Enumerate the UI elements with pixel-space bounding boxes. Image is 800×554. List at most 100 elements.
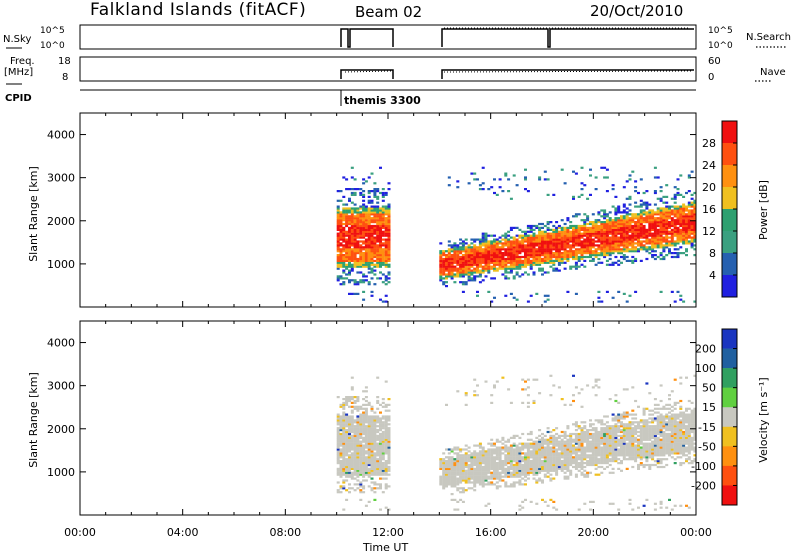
echo-cell [631, 454, 635, 457]
echo-cell [504, 463, 508, 467]
echo-cell [600, 440, 604, 443]
echo-cell [387, 252, 391, 255]
echo-cell [521, 259, 525, 262]
echo-cell [362, 205, 366, 208]
echo-cell [622, 450, 626, 453]
echo-cell [336, 446, 340, 449]
echo-cell [625, 226, 629, 229]
echo-cell [453, 479, 457, 482]
echo-cell [600, 226, 604, 229]
echo-cell [507, 271, 511, 274]
echo-cell [353, 259, 357, 262]
echo-cell [376, 217, 380, 220]
echo-cell [379, 277, 382, 280]
echo-cell [373, 215, 377, 218]
echo-cell [353, 209, 357, 212]
echo-cell [682, 209, 686, 212]
echo-cell [461, 479, 465, 482]
echo-cell [603, 211, 607, 214]
echo-cell [356, 405, 360, 408]
echo-cell [628, 228, 632, 231]
echo-cell [690, 211, 694, 214]
echo-cell [577, 250, 581, 253]
echo-cell [342, 240, 346, 243]
echo-cell [376, 255, 380, 259]
echo-cell [515, 240, 519, 243]
echo-cell [685, 230, 688, 233]
echo-cell [685, 226, 688, 229]
echo-cell [442, 273, 446, 276]
echo-cell [348, 271, 351, 274]
echo-cell [557, 463, 561, 467]
echo-cell [353, 188, 357, 191]
echo-cell [501, 465, 505, 469]
echo-cell [569, 452, 573, 455]
echo-cell [617, 207, 621, 210]
echo-cell [518, 275, 522, 278]
echo-cell [543, 467, 547, 470]
echo-cell [589, 238, 592, 241]
echo-cell [617, 211, 621, 214]
echo-cell [370, 261, 374, 264]
echo-cell [594, 450, 598, 453]
echo-cell [594, 384, 598, 387]
echo-cell [353, 215, 357, 218]
echo-cell [339, 226, 343, 229]
echo-cell [345, 432, 349, 436]
echo-cell [478, 479, 482, 482]
echo-cell [350, 252, 354, 255]
echo-cell [345, 423, 349, 426]
echo-cell [379, 440, 382, 443]
echo-cell [370, 477, 374, 480]
echo-cell [373, 427, 377, 430]
echo-cell [685, 228, 688, 231]
echo-cell [353, 452, 357, 455]
echo-cell [484, 238, 488, 241]
echo-cell [487, 467, 491, 470]
echo-cell [529, 462, 533, 465]
echo-cell [591, 450, 595, 453]
echo-cell [577, 248, 581, 251]
echo-cell [384, 246, 388, 249]
echo-cell [634, 452, 638, 455]
echo-cell [442, 483, 446, 486]
echo-cell [512, 458, 516, 461]
echo-cell [651, 238, 655, 241]
echo-cell [521, 255, 525, 259]
echo-cell [557, 456, 561, 459]
echo-cell [381, 226, 385, 229]
echo-cell [353, 448, 357, 451]
echo-cell [645, 215, 649, 218]
echo-cell [555, 454, 559, 457]
echo-cell [379, 221, 382, 224]
echo-cell [359, 427, 363, 430]
echo-cell [591, 224, 595, 228]
echo-cell [693, 228, 697, 231]
echo-cell [526, 446, 530, 449]
echo-cell [546, 438, 550, 441]
echo-cell [580, 182, 584, 185]
echo-cell [342, 403, 346, 406]
echo-cell [490, 471, 494, 474]
colorbar-swatch [722, 187, 737, 210]
echo-cell [495, 440, 499, 443]
echo-cell [555, 463, 559, 467]
echo-cell [656, 232, 660, 235]
echo-cell [336, 199, 340, 202]
echo-cell [625, 240, 629, 243]
echo-cell [552, 238, 556, 241]
echo-cell [541, 252, 544, 255]
echo-cell [521, 250, 525, 253]
echo-cell [555, 467, 559, 470]
echo-cell [645, 248, 649, 251]
echo-cell [620, 226, 623, 229]
echo-cell [594, 254, 598, 257]
echo-cell [345, 403, 349, 406]
echo-cell [373, 269, 377, 272]
echo-cell [445, 403, 448, 406]
echo-cell [549, 477, 553, 480]
echo-cell [566, 217, 570, 220]
echo-cell [473, 477, 477, 480]
echo-cell [359, 458, 363, 461]
